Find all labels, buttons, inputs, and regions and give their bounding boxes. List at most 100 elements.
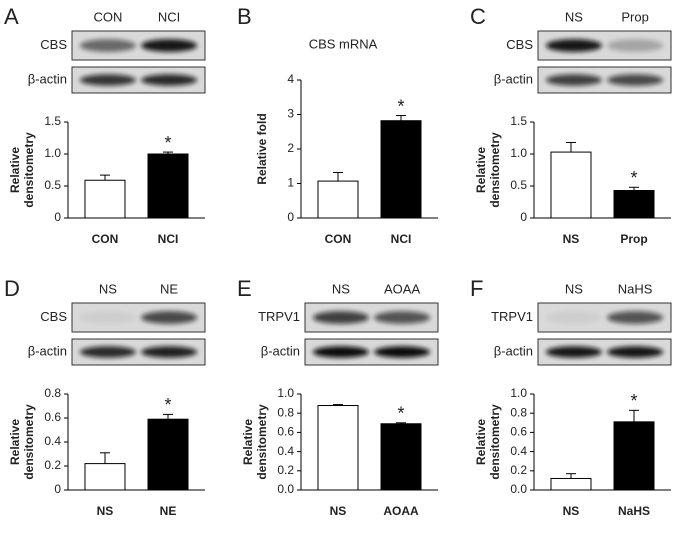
- y-axis-label: densitometry: [22, 132, 36, 208]
- y-axis-label: densitometry: [488, 404, 502, 480]
- bar: [317, 180, 359, 219]
- y-tick-label: 0.8: [44, 386, 61, 400]
- blot-band: [79, 74, 136, 86]
- y-axis-label: densitometry: [488, 132, 502, 208]
- panel-letter: F: [470, 276, 483, 301]
- annotation: *: [398, 96, 405, 116]
- y-axis-label: Relative: [8, 419, 22, 465]
- blot-band: [545, 39, 602, 52]
- blot-row-label: β-actin: [28, 343, 67, 358]
- y-tick-label: 0.5: [44, 178, 61, 192]
- blot-band: [607, 346, 664, 358]
- lane-label: Prop: [621, 9, 648, 24]
- blot-row-label: CBS: [40, 309, 67, 324]
- panel: F NS NaHS TRPV1 β-actin 0.0 0.2 0.4 0.6 0.8 1.0 Rel…: [470, 276, 672, 518]
- y-tick-label: 1.0: [44, 146, 61, 160]
- y-tick-label: 0.0: [277, 482, 294, 496]
- y-tick-label: 1.5: [44, 114, 61, 128]
- blot-band: [79, 346, 136, 358]
- y-axis-label: Relative: [474, 147, 488, 193]
- blot-row-label: CBS: [40, 37, 67, 52]
- bar: [613, 189, 655, 219]
- y-tick-label: 4: [287, 72, 294, 86]
- lane-label: NCI: [158, 9, 180, 24]
- blot-band: [312, 311, 369, 324]
- blot-row-label: CBS: [506, 37, 533, 52]
- x-tick-label: AOAA: [383, 504, 419, 518]
- panel-letter: E: [237, 276, 252, 301]
- y-tick-label: 0.4: [277, 444, 294, 458]
- x-tick-label: NCI: [391, 232, 412, 246]
- y-axis-label: densitometry: [22, 404, 36, 480]
- lane-label: AOAA: [384, 281, 420, 296]
- blot-band: [141, 39, 198, 52]
- lane-label: NE: [160, 281, 178, 296]
- x-tick-label: NS: [563, 232, 580, 246]
- x-tick-label: NCI: [158, 232, 179, 246]
- blot-band: [607, 311, 664, 324]
- y-tick-label: 0: [520, 210, 527, 224]
- annotation: *: [631, 391, 638, 411]
- y-axis-label: Relative fold: [255, 113, 269, 184]
- blot-band: [545, 74, 602, 86]
- blot-band: [545, 311, 602, 324]
- lane-label: NS: [565, 9, 583, 24]
- bar: [613, 421, 655, 491]
- y-tick-label: 0.2: [277, 463, 294, 477]
- y-tick-label: 0.2: [44, 458, 61, 472]
- x-tick-label: Prop: [620, 232, 647, 246]
- y-tick-label: 1.0: [510, 386, 527, 400]
- blot-band: [141, 74, 198, 86]
- blot-band: [312, 346, 369, 358]
- blot-band: [545, 346, 602, 358]
- x-tick-label: NaHS: [618, 504, 650, 518]
- lane-label: NaHS: [618, 281, 653, 296]
- lane-label: NS: [99, 281, 117, 296]
- y-axis-label: Relative: [474, 419, 488, 465]
- annotation: *: [631, 168, 638, 188]
- x-tick-label: NE: [160, 504, 177, 518]
- y-tick-label: 3: [287, 107, 294, 121]
- x-tick-label: NS: [330, 504, 347, 518]
- blot-band: [141, 311, 198, 324]
- panel-letter: A: [4, 4, 19, 29]
- y-tick-label: 1.0: [277, 386, 294, 400]
- y-tick-label: 0: [54, 210, 61, 224]
- panel-letter: B: [237, 4, 252, 29]
- blot-band: [607, 39, 664, 52]
- y-tick-label: 0.6: [277, 425, 294, 439]
- y-tick-label: 0.2: [510, 463, 527, 477]
- y-tick-label: 0.5: [510, 178, 527, 192]
- annotation: *: [398, 404, 405, 424]
- bar: [84, 179, 126, 219]
- chart-title: CBS mRNA: [309, 36, 378, 51]
- blot-band: [79, 311, 136, 324]
- blot-row-label: β-actin: [494, 71, 533, 86]
- y-tick-label: 0.4: [44, 434, 61, 448]
- x-tick-label: CON: [325, 232, 352, 246]
- bar: [380, 120, 422, 219]
- bar: [380, 423, 422, 491]
- panel: B CBS mRNA 0 1 2 3 4 Relative fold CON NCI *: [237, 4, 438, 246]
- y-tick-label: 1.0: [510, 146, 527, 160]
- bar: [550, 477, 592, 491]
- panel: E NS AOAA TRPV1 β-actin 0.0 0.2 0.4 0.6 0.8 1.0 Rel…: [237, 276, 439, 518]
- bar: [147, 418, 189, 491]
- y-tick-label: 0: [54, 482, 61, 496]
- lane-label: CON: [93, 9, 122, 24]
- blot-band: [374, 311, 431, 324]
- lane-label: NS: [332, 281, 350, 296]
- annotation: *: [165, 395, 172, 415]
- blot-band: [607, 74, 664, 86]
- panel-letter: D: [4, 276, 20, 301]
- panel: D NS NE CBS β-actin 0 0.2 0.4 0.6 0.8 Relative dens…: [4, 276, 206, 518]
- blot-row-label: β-actin: [494, 343, 533, 358]
- panel: A CON NCI CBS β-actin 0 0.5 1.0 1.5 Relative densi…: [4, 4, 206, 246]
- y-tick-label: 0.6: [510, 425, 527, 439]
- x-tick-label: NS: [563, 504, 580, 518]
- y-tick-label: 2: [287, 141, 294, 155]
- lane-label: NS: [565, 281, 583, 296]
- blot-band: [374, 346, 431, 358]
- y-axis-label: Relative: [241, 419, 255, 465]
